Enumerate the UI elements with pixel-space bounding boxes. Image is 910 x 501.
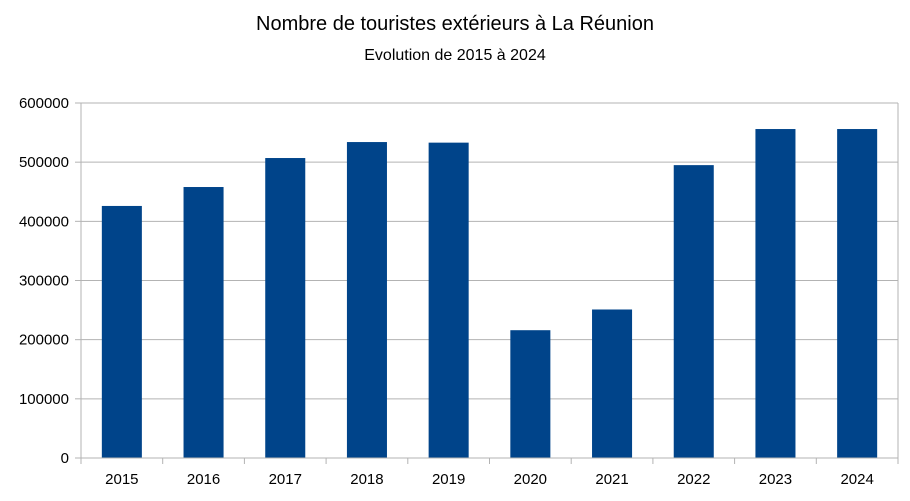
- bar-2019: [428, 142, 469, 458]
- y-tick-label: 300000: [19, 273, 69, 290]
- x-tick-label: 2024: [840, 471, 873, 488]
- bar-2018: [346, 142, 387, 459]
- axes: [75, 102, 899, 464]
- bar-2021: [592, 309, 633, 458]
- bar-2020: [510, 330, 551, 458]
- x-tick-label: 2022: [677, 471, 710, 488]
- x-tick-label: 2021: [595, 471, 628, 488]
- x-tick-label: 2016: [187, 471, 220, 488]
- bar-2016: [183, 187, 224, 458]
- x-tick-labels: 2015 2016 2017 2018 2019 2020 2021 2022 2023 2024: [105, 471, 874, 488]
- x-tick-label: 2019: [432, 471, 465, 488]
- y-tick-label: 400000: [19, 213, 69, 230]
- x-tick-label: 2020: [514, 471, 547, 488]
- y-tick-label: 600000: [19, 95, 69, 112]
- x-tick-label: 2015: [105, 471, 138, 488]
- bar-2017: [265, 158, 306, 458]
- y-tick-label: 500000: [19, 154, 69, 171]
- x-tick-label: 2023: [759, 471, 792, 488]
- x-tick-label: 2017: [269, 471, 302, 488]
- chart-subtitle: Evolution de 2015 à 2024: [364, 47, 546, 64]
- y-tick-label: 100000: [19, 391, 69, 408]
- bar-2023: [755, 129, 796, 459]
- chart-title: Nombre de touristes extérieurs à La Réun…: [256, 13, 654, 35]
- y-tick-labels: 0 100000 200000 300000 400000 500000 600000: [19, 95, 69, 467]
- bar-2015: [101, 205, 142, 458]
- y-tick-label: 200000: [19, 332, 69, 349]
- bars: [101, 129, 878, 459]
- bar-2022: [673, 165, 714, 458]
- x-tick-label: 2018: [350, 471, 383, 488]
- y-tick-label: 0: [61, 450, 69, 467]
- bar-2024: [837, 129, 878, 459]
